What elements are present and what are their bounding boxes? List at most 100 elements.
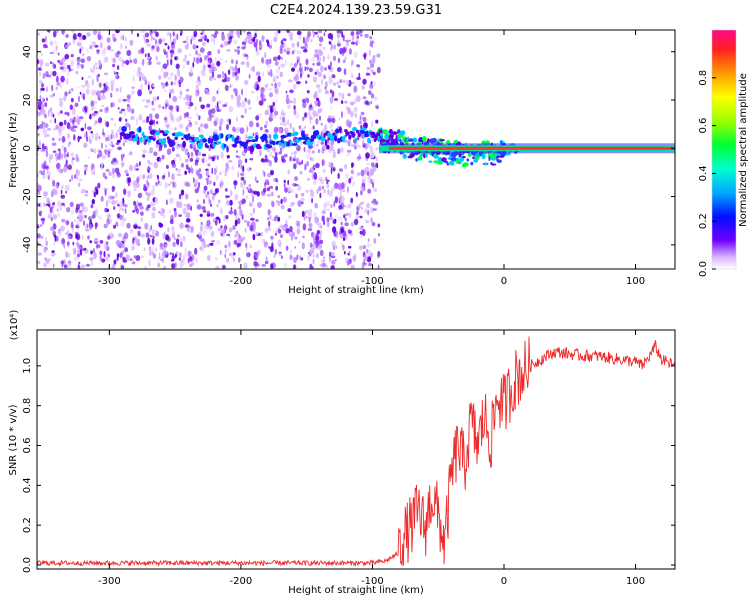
noise-speck — [84, 107, 88, 113]
noise-speck — [125, 173, 129, 177]
noise-speck — [156, 121, 159, 125]
noise-speck — [172, 81, 177, 86]
noise-speck — [231, 59, 234, 64]
noise-speck — [330, 89, 332, 94]
ridge-speck — [177, 132, 184, 137]
noise-speck — [314, 202, 318, 209]
noise-speck — [85, 88, 90, 95]
noise-speck — [220, 44, 224, 48]
noise-speck — [340, 202, 345, 210]
noise-speck — [176, 173, 182, 177]
ridge-speck — [462, 155, 466, 159]
noise-speck — [76, 115, 80, 121]
noise-speck — [59, 204, 63, 211]
noise-speck — [327, 188, 330, 195]
noise-speck — [267, 173, 272, 178]
noise-speck — [369, 206, 375, 214]
noise-speck — [147, 237, 151, 245]
noise-speck — [100, 90, 105, 94]
noise-speck — [135, 182, 140, 189]
noise-speck — [61, 260, 64, 268]
noise-speck — [45, 146, 48, 153]
noise-speck — [371, 120, 373, 128]
noise-speck — [185, 101, 190, 106]
noise-speck — [216, 60, 221, 67]
noise-speck — [104, 207, 108, 213]
noise-speck — [276, 35, 278, 41]
noise-speck — [248, 74, 251, 79]
noise-speck — [206, 179, 209, 186]
noise-speck — [119, 252, 123, 259]
noise-speck — [306, 161, 310, 167]
noise-speck — [296, 50, 302, 54]
noise-speck — [244, 227, 247, 233]
noise-speck — [86, 83, 90, 89]
noise-speck — [345, 79, 350, 86]
noise-speck — [164, 116, 168, 124]
noise-speck — [321, 215, 325, 222]
snr-marks — [37, 336, 675, 568]
noise-speck — [40, 235, 44, 239]
noise-speck — [273, 126, 279, 134]
noise-speck — [209, 189, 213, 195]
noise-speck — [218, 218, 221, 224]
noise-speck — [95, 66, 99, 70]
noise-speck — [40, 210, 43, 213]
noise-speck — [171, 41, 174, 46]
noise-speck — [276, 75, 279, 79]
noise-speck — [66, 207, 71, 213]
noise-speck — [106, 37, 111, 43]
noise-speck — [334, 259, 337, 262]
noise-speck — [367, 209, 370, 216]
noise-speck — [312, 140, 316, 146]
noise-speck — [187, 116, 192, 120]
noise-speck — [350, 264, 355, 269]
noise-speck — [312, 125, 315, 130]
noise-speck — [338, 204, 343, 210]
noise-speck — [318, 185, 322, 192]
noise-speck — [131, 261, 136, 265]
noise-speck — [82, 53, 85, 56]
noise-speck — [140, 233, 145, 238]
ridge-speck — [170, 142, 176, 145]
noise-speck — [91, 261, 93, 266]
noise-speck — [60, 85, 63, 89]
noise-speck — [276, 178, 279, 183]
noise-speck — [309, 248, 315, 255]
noise-speck — [343, 59, 346, 63]
noise-speck — [96, 50, 100, 55]
noise-speck — [328, 255, 332, 263]
noise-speck — [44, 123, 49, 128]
ridge-speck — [335, 128, 340, 134]
noise-speck — [213, 168, 217, 176]
noise-speck — [255, 50, 260, 56]
noise-speck — [329, 194, 333, 197]
noise-speck — [262, 169, 264, 174]
x-tick-label: 100 — [626, 576, 645, 587]
snr-series-line — [37, 336, 675, 568]
x-tick-label: -300 — [98, 276, 121, 287]
x-tick-label: -200 — [230, 276, 253, 287]
noise-speck — [178, 123, 184, 129]
noise-speck — [112, 157, 117, 163]
noise-speck — [369, 59, 372, 64]
ridge-speck — [231, 134, 235, 142]
noise-speck — [226, 146, 229, 153]
noise-speck — [172, 181, 175, 188]
noise-speck — [187, 151, 190, 159]
noise-speck — [63, 258, 66, 266]
noise-speck — [170, 116, 176, 123]
noise-speck — [302, 116, 304, 122]
noise-speck — [120, 161, 124, 169]
noise-speck — [202, 239, 206, 246]
noise-speck — [213, 155, 216, 160]
noise-speck — [331, 186, 335, 192]
noise-speck — [231, 83, 234, 88]
noise-speck — [207, 191, 210, 195]
noise-speck — [156, 45, 160, 53]
noise-speck — [272, 178, 276, 182]
noise-speck — [105, 121, 110, 128]
noise-speck — [367, 174, 372, 181]
noise-speck — [302, 101, 307, 109]
noise-speck — [231, 166, 235, 171]
